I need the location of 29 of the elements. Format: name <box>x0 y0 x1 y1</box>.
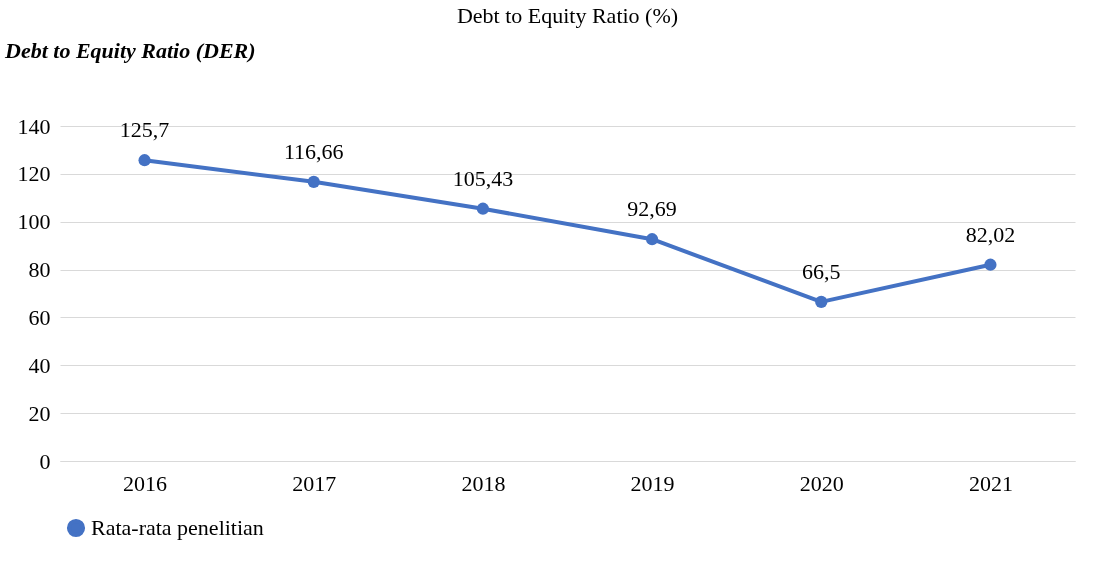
x-tick-label: 2018 <box>461 470 506 496</box>
y-tick-label: 0 <box>39 448 51 474</box>
y-tick-label: 60 <box>28 304 51 330</box>
y-tick-label: 140 <box>17 113 51 139</box>
data-label: 125,7 <box>119 117 170 143</box>
x-tick-label: 2019 <box>630 470 675 496</box>
data-label: 66,5 <box>802 258 841 284</box>
y-tick-label: 80 <box>28 257 51 283</box>
data-label: 92,69 <box>627 196 677 222</box>
point <box>984 258 997 271</box>
legend-label: Rata-rata penelitian <box>91 515 264 540</box>
point <box>645 233 659 246</box>
x-tick-label: 2016 <box>123 470 168 496</box>
y-tick-label: 40 <box>28 352 51 378</box>
point <box>138 154 151 167</box>
point <box>815 295 828 308</box>
chart-title: Debt to Equity Ratio (%) <box>456 3 679 28</box>
y-tick-label: 100 <box>17 209 51 235</box>
y-tick-label: 20 <box>28 400 51 426</box>
text: Debt to Equity Ratio (DER) <box>4 38 256 63</box>
point <box>476 202 490 215</box>
x-tick-label: 2021 <box>968 470 1013 496</box>
data-label: 105,43 <box>452 165 514 191</box>
point <box>307 175 320 188</box>
x-tick-label: 2017 <box>292 470 337 496</box>
data-label: 116,66 <box>283 138 344 164</box>
data-label: 82,02 <box>965 221 1016 247</box>
y-tick-label: 120 <box>17 161 51 187</box>
x-tick-label: 2020 <box>799 470 844 496</box>
